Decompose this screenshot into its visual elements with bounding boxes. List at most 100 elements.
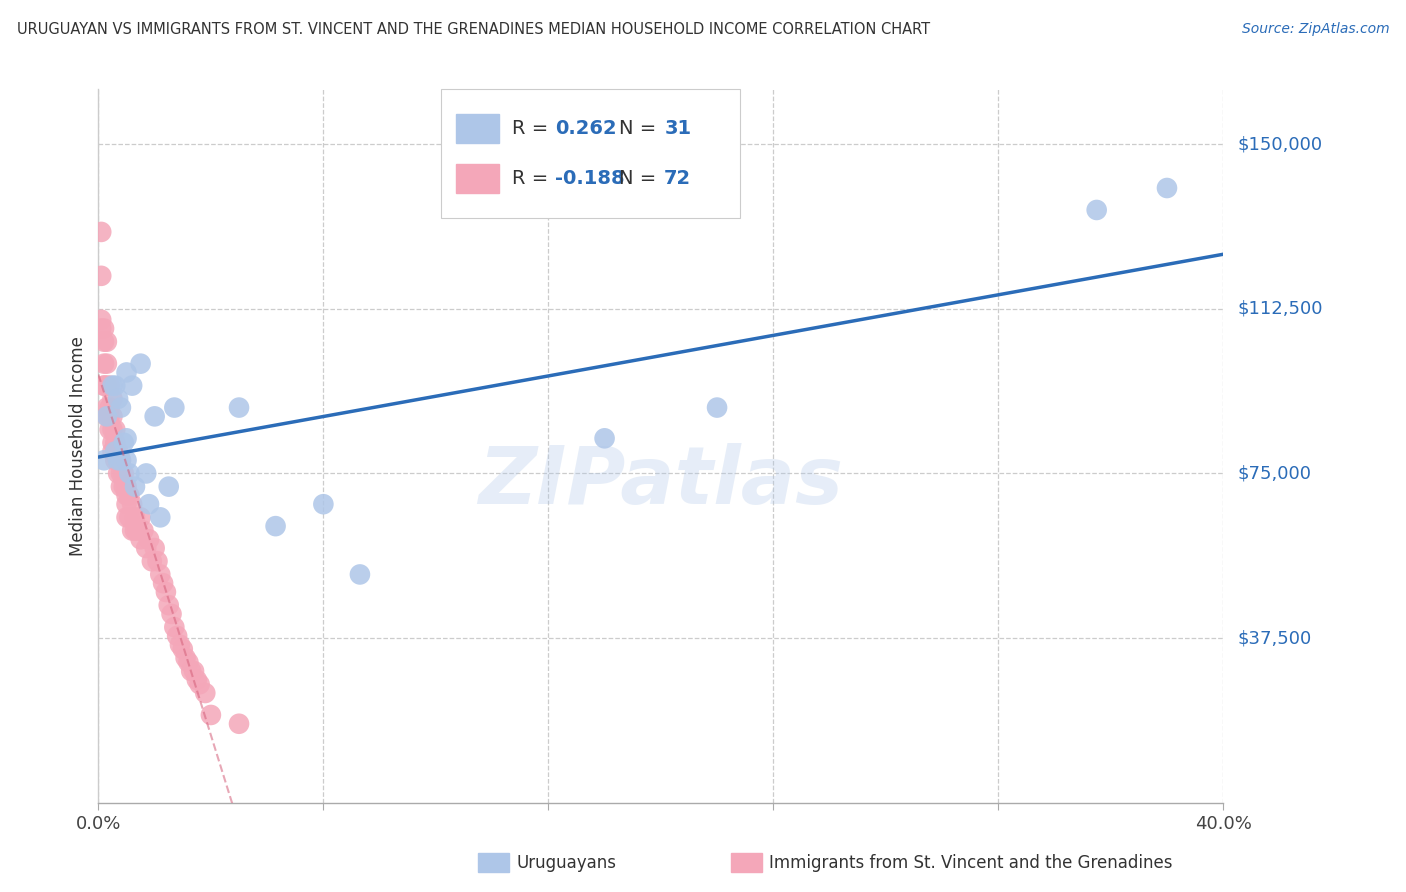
Point — [93, 378, 115, 392]
Point — [121, 378, 143, 392]
Point — [152, 576, 174, 591]
Point — [104, 435, 127, 450]
Bar — [456, 164, 499, 193]
Text: ZIPatlas: ZIPatlas — [478, 442, 844, 521]
Point — [98, 423, 121, 437]
Point — [169, 638, 191, 652]
Point — [93, 334, 115, 349]
Point — [129, 533, 152, 547]
Point — [121, 524, 143, 538]
Point — [1085, 202, 1108, 217]
Point — [107, 453, 129, 467]
Point — [107, 392, 129, 406]
Point — [101, 435, 124, 450]
Point — [146, 554, 169, 568]
Point — [90, 268, 112, 283]
Text: $150,000: $150,000 — [1237, 135, 1322, 153]
Point — [129, 357, 152, 371]
Point — [194, 686, 217, 700]
Point — [188, 677, 211, 691]
Point — [160, 607, 183, 621]
Point — [155, 585, 177, 599]
Text: Source: ZipAtlas.com: Source: ZipAtlas.com — [1241, 22, 1389, 37]
Point — [98, 409, 121, 424]
Point — [93, 321, 115, 335]
Point — [124, 510, 146, 524]
Point — [107, 467, 129, 481]
Point — [98, 401, 121, 415]
Text: $112,500: $112,500 — [1237, 300, 1323, 318]
Point — [174, 651, 197, 665]
Point — [1156, 181, 1178, 195]
Point — [112, 467, 135, 481]
Point — [157, 598, 180, 612]
Point — [124, 524, 146, 538]
Text: 0.262: 0.262 — [555, 119, 617, 138]
Point — [349, 567, 371, 582]
Text: 31: 31 — [664, 119, 692, 138]
Point — [96, 409, 118, 424]
Point — [228, 401, 250, 415]
Point — [149, 567, 172, 582]
Point — [96, 401, 118, 415]
Point — [104, 444, 127, 458]
Text: R =: R = — [512, 119, 555, 138]
Point — [101, 392, 124, 406]
Point — [107, 444, 129, 458]
Point — [93, 357, 115, 371]
Point — [112, 480, 135, 494]
Point — [264, 519, 287, 533]
Point — [163, 620, 186, 634]
Point — [132, 524, 155, 538]
Point — [104, 444, 127, 458]
Point — [127, 524, 149, 538]
Point — [115, 431, 138, 445]
Y-axis label: Median Household Income: Median Household Income — [69, 336, 87, 556]
Point — [115, 497, 138, 511]
Point — [121, 497, 143, 511]
Point — [706, 401, 728, 415]
Text: R =: R = — [512, 169, 555, 188]
Point — [180, 664, 202, 678]
Point — [166, 629, 188, 643]
Point — [163, 401, 186, 415]
Point — [115, 366, 138, 380]
Point — [118, 467, 141, 481]
Bar — [456, 114, 499, 143]
Text: $37,500: $37,500 — [1237, 629, 1312, 647]
Point — [96, 378, 118, 392]
Point — [200, 708, 222, 723]
Point — [228, 716, 250, 731]
Point — [143, 541, 166, 555]
Point — [110, 480, 132, 494]
Point — [110, 467, 132, 481]
Point — [107, 453, 129, 467]
Text: Uruguayans: Uruguayans — [516, 855, 616, 872]
Point — [124, 480, 146, 494]
Point — [96, 357, 118, 371]
Point — [96, 334, 118, 349]
Point — [183, 664, 205, 678]
Point — [112, 435, 135, 450]
Point — [157, 480, 180, 494]
Point — [129, 510, 152, 524]
Text: -0.188: -0.188 — [555, 169, 624, 188]
Point — [149, 510, 172, 524]
Point — [115, 488, 138, 502]
Point — [96, 409, 118, 424]
Point — [104, 453, 127, 467]
Text: $75,000: $75,000 — [1237, 465, 1312, 483]
Point — [115, 510, 138, 524]
Point — [110, 453, 132, 467]
Point — [93, 378, 115, 392]
Point — [135, 541, 157, 555]
Point — [98, 378, 121, 392]
Point — [90, 321, 112, 335]
Point — [104, 378, 127, 392]
Point — [110, 453, 132, 467]
Point — [135, 467, 157, 481]
Text: N =: N = — [619, 169, 662, 188]
Point — [110, 401, 132, 415]
Point — [101, 444, 124, 458]
Point — [115, 453, 138, 467]
